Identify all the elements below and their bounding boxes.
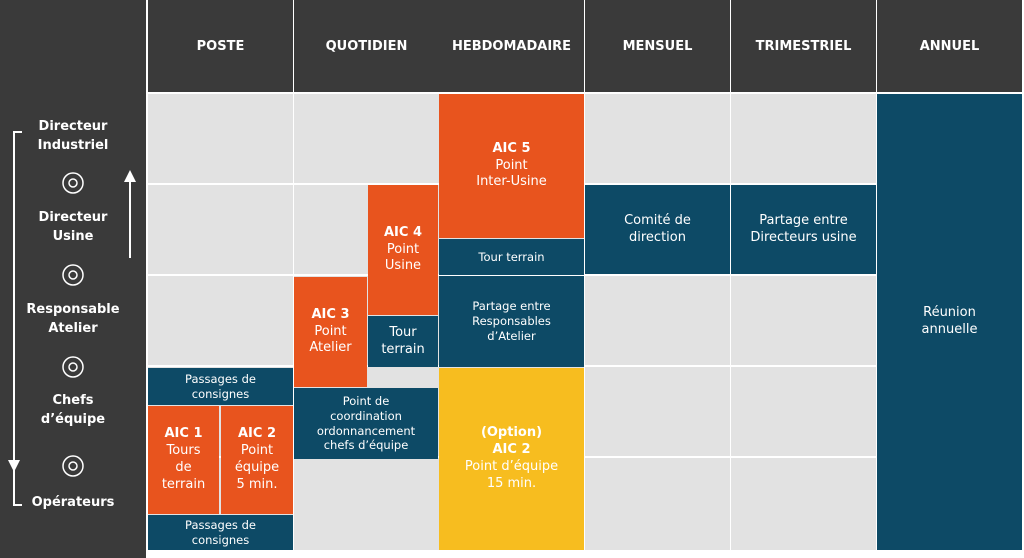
block-title: (Option) [480, 425, 543, 441]
level-line: Usine [52, 228, 94, 244]
level-line: Directeur [38, 119, 108, 134]
block-title: AIC 5 [492, 140, 531, 156]
block-text: direction [629, 229, 686, 245]
block-text: Point [240, 443, 274, 459]
block-text: 5 min. [236, 476, 278, 492]
block-text: d’Atelier [487, 328, 536, 343]
column-header: TRIMESTRIEL [731, 0, 876, 92]
block-text: Partage entre [759, 212, 848, 228]
block-text: Passages de [185, 517, 256, 532]
grid-cell [148, 94, 293, 183]
block: AIC 5 Point Inter-Usine [439, 94, 584, 238]
block-text: Réunion [923, 305, 976, 321]
block-text: Atelier [309, 340, 352, 356]
block: Partage entre Responsables d’Atelier [439, 276, 584, 367]
block-text: Point de [342, 393, 390, 408]
grid-cell [148, 276, 293, 365]
block-title: AIC 2 [237, 426, 276, 442]
block-text: terrain [161, 476, 206, 492]
block-text: de [175, 460, 192, 475]
level-label: Directeur Usine [0, 209, 146, 247]
block: Tour terrain [368, 316, 438, 367]
grid-cell [585, 276, 730, 365]
level-line: Opérateurs [31, 495, 115, 510]
block-text: Partage entre [472, 299, 551, 314]
column-header: HEBDOMADAIRE [439, 0, 584, 92]
column-header: QUOTIDIEN [294, 0, 439, 92]
level-line: d’équipe [40, 411, 106, 427]
block-text: Point d’équipe [464, 459, 559, 474]
grid-cell [731, 94, 876, 183]
block-text: chefs d’équipe [323, 438, 409, 453]
level-label: Opérateurs [0, 494, 146, 513]
block-text: consignes [191, 386, 250, 401]
level-label: Chefs d’équipe [0, 392, 146, 430]
block-text: Comité de [624, 212, 691, 228]
block: Tour terrain [439, 239, 584, 275]
block-text: équipe [234, 460, 280, 475]
level-label: Directeur Industriel [0, 118, 146, 156]
block-text: Responsables [472, 314, 551, 329]
block-text: terrain [381, 341, 425, 357]
block-text: Usine [384, 258, 422, 274]
level-label: Responsable Atelier [0, 301, 146, 339]
grid-cell [731, 458, 876, 550]
block-text: 15 min. [486, 475, 537, 491]
block-text: Directeurs usine [750, 229, 857, 245]
column-header: POSTE [148, 0, 293, 92]
level-line: Directeur [38, 210, 108, 225]
block-text: Inter-Usine [476, 174, 547, 190]
grid-cell [731, 367, 876, 456]
block-text: Point [314, 323, 347, 339]
block: Point de coordination ordonnancement chefs … [294, 388, 438, 459]
block-text: Point [495, 157, 528, 173]
block-text: coordination [330, 408, 402, 423]
grid-cell [294, 94, 439, 183]
block: AIC 2 Point équipe 5 min. [221, 406, 293, 514]
block-text: Tour [389, 324, 417, 340]
block: Passages de consignes [148, 515, 293, 550]
block-title: AIC 4 [383, 224, 422, 240]
block: Comité de direction [585, 185, 730, 274]
block: AIC 3 Point Atelier [294, 277, 367, 387]
level-line: Atelier [48, 320, 98, 336]
block-title: AIC 1 [164, 426, 203, 442]
block-title: AIC 2 [492, 442, 531, 458]
block-text: consignes [191, 532, 250, 547]
grid-cell [585, 367, 730, 456]
level-line: Chefs [52, 393, 94, 408]
block: (Option) AIC 2 Point d’équipe 15 min. [439, 368, 584, 550]
grid-cell [731, 276, 876, 365]
block: Partage entre Directeurs usine [731, 185, 876, 274]
grid-cell [294, 458, 439, 550]
grid-cell [148, 185, 293, 274]
block: Passages de consignes [148, 368, 293, 405]
column-header: ANNUEL [877, 0, 1022, 92]
level-line: Industriel [37, 137, 109, 153]
block: AIC 4 Point Usine [368, 185, 438, 315]
grid-cell [585, 94, 730, 183]
grid-cell [585, 458, 730, 550]
block: AIC 1 Tours de terrain [148, 406, 219, 514]
block-text: Point [386, 241, 420, 257]
block-title: AIC 3 [311, 306, 350, 322]
level-line: Responsable [26, 302, 120, 317]
hierarchy-arrows [8, 131, 136, 506]
block-text: ordonnancement [316, 423, 416, 438]
block: Réunion annuelle [877, 94, 1022, 550]
column-header: MENSUEL [585, 0, 730, 92]
block-text: Tours [166, 443, 201, 459]
block-text: Tour terrain [478, 249, 545, 264]
block-text: annuelle [921, 322, 978, 337]
block-text: Passages de [185, 371, 256, 386]
